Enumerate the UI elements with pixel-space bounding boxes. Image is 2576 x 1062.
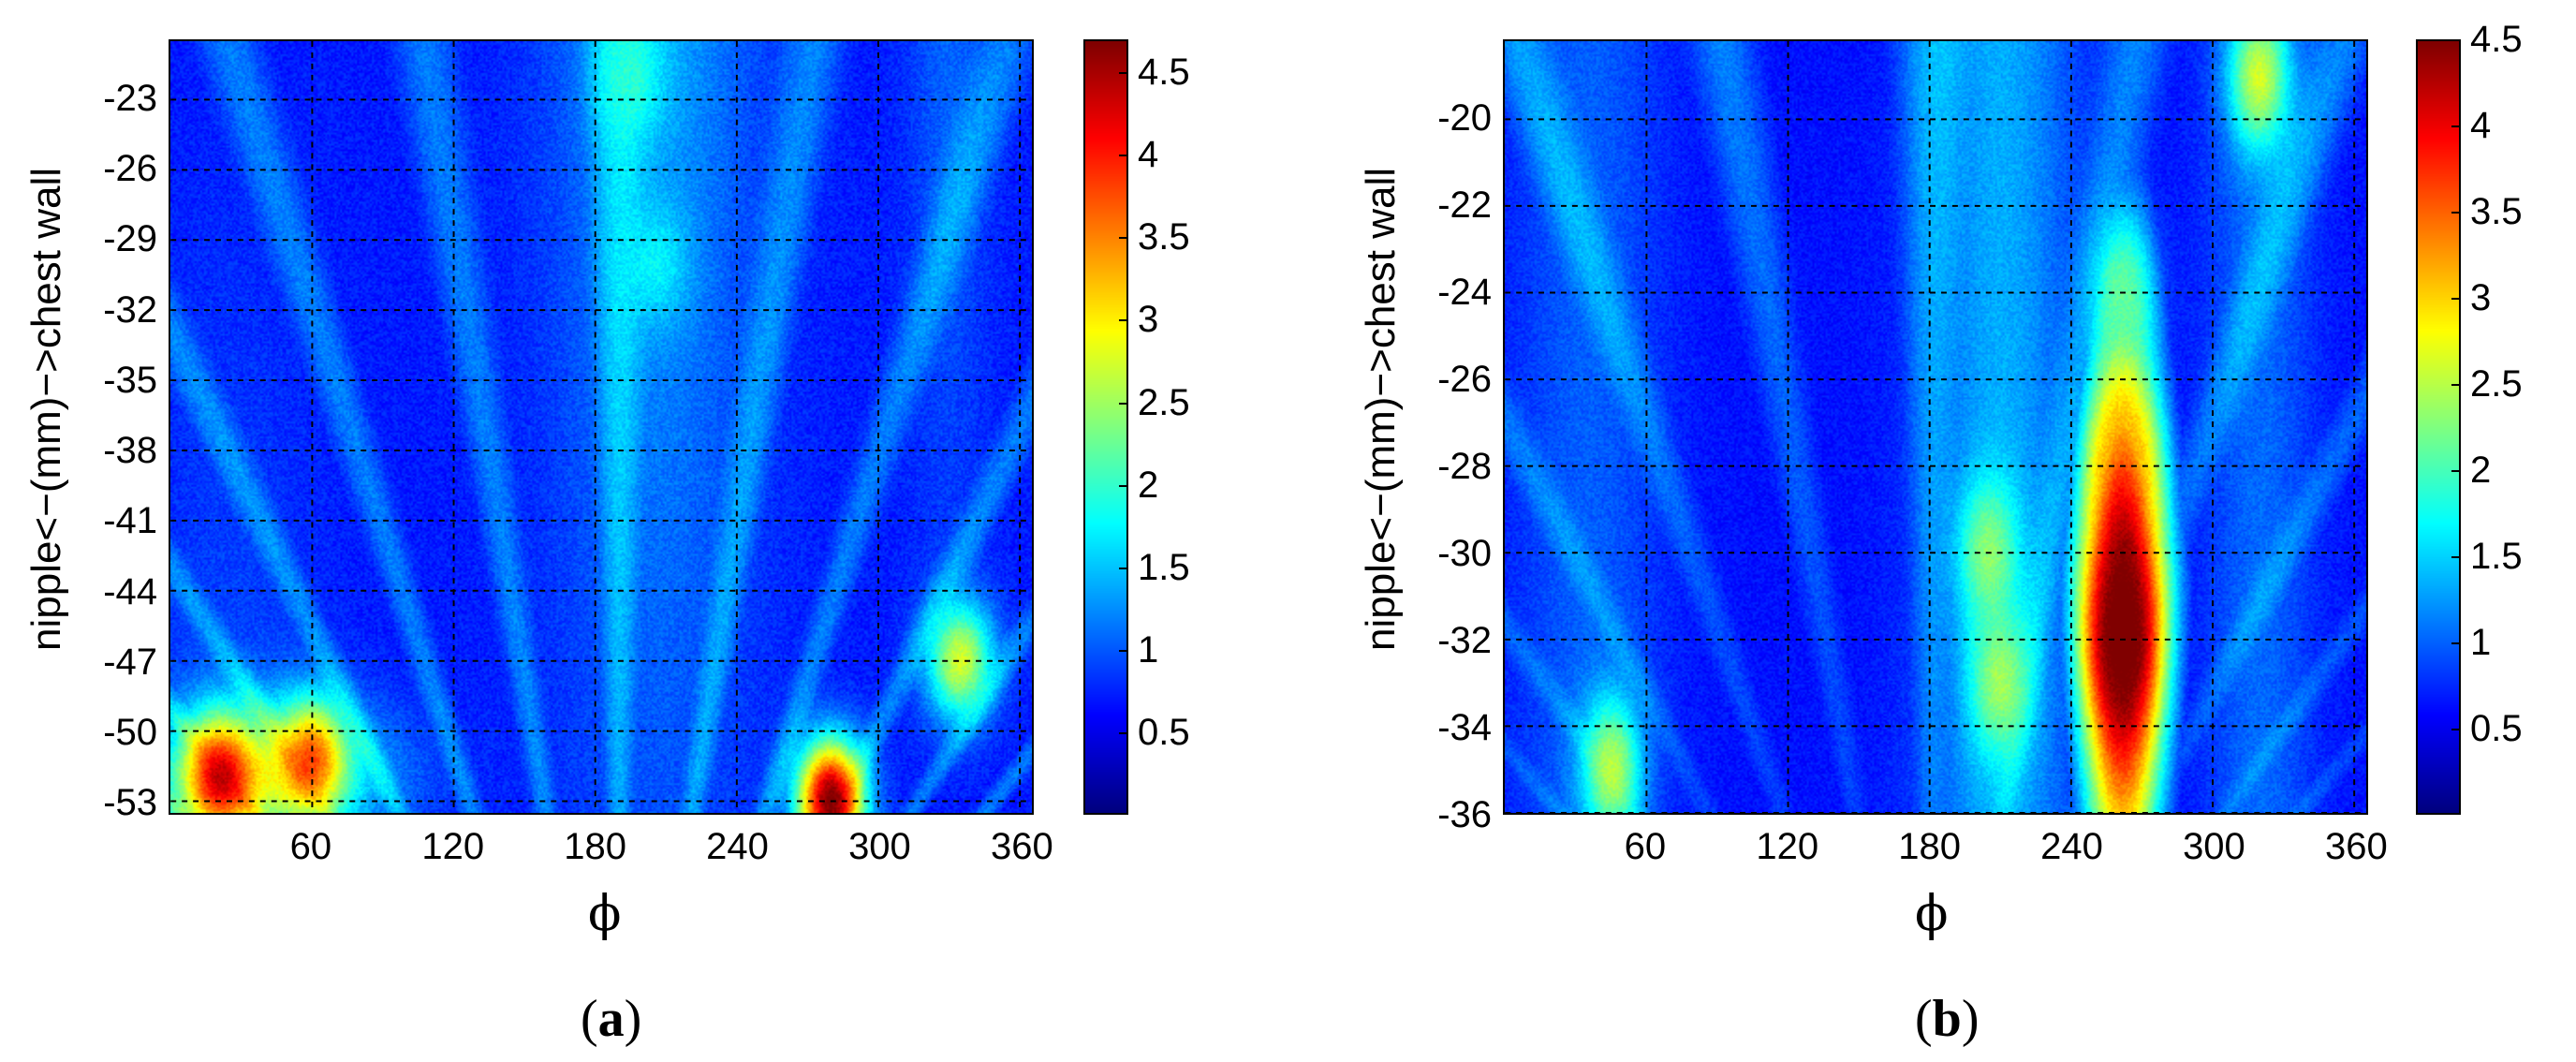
colorbar-tick-mark bbox=[1119, 568, 1126, 569]
y-axis-label-b: nipple<−(mm)−>chest wall bbox=[1361, 201, 1402, 651]
colorbar-tick-label: 4.5 bbox=[2470, 21, 2523, 58]
colorbar-tick-mark bbox=[2451, 39, 2459, 41]
colorbar-tick-mark bbox=[2451, 642, 2459, 644]
y-tick-label: -32 bbox=[75, 291, 157, 329]
colorbar-tick-label: 1 bbox=[1138, 631, 1158, 669]
colorbar-tick-mark bbox=[1119, 732, 1126, 734]
x-tick-label: 360 bbox=[2322, 828, 2390, 865]
y-tick-label: -28 bbox=[1409, 448, 1492, 485]
colorbar-tick-label: 1 bbox=[2470, 624, 2491, 661]
x-tick-label: 120 bbox=[420, 828, 487, 865]
y-tick-label: -38 bbox=[75, 432, 157, 469]
grid-lines-a bbox=[170, 41, 1032, 813]
colorbar-tick-label: 2.5 bbox=[1138, 384, 1190, 421]
colorbar-tick-mark bbox=[2451, 556, 2459, 558]
y-tick-label: -53 bbox=[75, 784, 157, 821]
y-tick-label: -29 bbox=[75, 220, 157, 258]
y-tick-label: -23 bbox=[75, 80, 157, 117]
y-tick-label: -35 bbox=[75, 361, 157, 399]
x-tick-label: 60 bbox=[277, 828, 345, 865]
y-tick-label: -20 bbox=[1409, 99, 1492, 137]
colorbar-tick-mark bbox=[2451, 729, 2459, 730]
colorbar-tick-mark bbox=[1119, 72, 1126, 74]
x-tick-label: 240 bbox=[704, 828, 772, 865]
y-tick-label: -26 bbox=[75, 150, 157, 187]
colorbar-tick-mark bbox=[1119, 319, 1126, 321]
x-axis-label-b: ϕ bbox=[1915, 890, 1948, 938]
x-tick-label: 360 bbox=[988, 828, 1055, 865]
x-tick-label: 60 bbox=[1612, 828, 1679, 865]
colorbar-tick-mark bbox=[2451, 470, 2459, 472]
colorbar-tick-label: 4.5 bbox=[1138, 53, 1190, 91]
colorbar-tick-mark bbox=[1119, 403, 1126, 405]
colorbar-tick-label: 4 bbox=[1138, 136, 1158, 173]
colorbar-tick-mark bbox=[2451, 212, 2459, 214]
colorbar-tick-label: 3 bbox=[1138, 301, 1158, 338]
colorbar-tick-mark bbox=[1119, 485, 1126, 487]
y-tick-label: -34 bbox=[1409, 709, 1492, 746]
heatmap-plot-b bbox=[1503, 39, 2368, 815]
x-tick-label: 300 bbox=[846, 828, 913, 865]
x-tick-label: 240 bbox=[2039, 828, 2106, 865]
colorbar-tick-mark bbox=[1119, 237, 1126, 239]
y-tick-label: -41 bbox=[75, 502, 157, 539]
colorbar-tick-mark bbox=[1119, 650, 1126, 652]
y-tick-label: -50 bbox=[75, 714, 157, 751]
y-tick-label: -30 bbox=[1409, 535, 1492, 572]
colorbar-b bbox=[2416, 39, 2461, 815]
y-tick-label: -36 bbox=[1409, 796, 1492, 833]
colorbar-tick-mark bbox=[2451, 384, 2459, 386]
y-tick-label: -44 bbox=[75, 573, 157, 611]
caption-a: (a) bbox=[581, 993, 641, 1045]
y-tick-label: -24 bbox=[1409, 273, 1492, 311]
colorbar-tick-label: 1.5 bbox=[2470, 538, 2523, 575]
y-axis-label-a: nipple<−(mm)−>chest wall bbox=[26, 201, 67, 651]
colorbar-tick-label: 3 bbox=[2470, 279, 2491, 317]
colorbar-tick-mark bbox=[2451, 125, 2459, 127]
y-tick-label: -22 bbox=[1409, 186, 1492, 224]
colorbar-tick-label: 3.5 bbox=[1138, 218, 1190, 256]
y-tick-label: -47 bbox=[75, 643, 157, 681]
colorbar-tick-mark bbox=[2451, 298, 2459, 300]
colorbar-tick-label: 0.5 bbox=[1138, 714, 1190, 751]
colorbar-tick-label: 2.5 bbox=[2470, 365, 2523, 403]
colorbar-tick-label: 4 bbox=[2470, 107, 2491, 144]
colorbar-tick-label: 3.5 bbox=[2470, 193, 2523, 230]
colorbar-tick-label: 2 bbox=[2470, 451, 2491, 489]
x-tick-label: 180 bbox=[1896, 828, 1964, 865]
y-tick-label: -26 bbox=[1409, 361, 1492, 398]
y-tick-label: -32 bbox=[1409, 622, 1492, 659]
caption-b: (b) bbox=[1915, 993, 1979, 1045]
x-tick-label: 120 bbox=[1754, 828, 1821, 865]
colorbar-tick-mark bbox=[1119, 155, 1126, 156]
grid-lines-b bbox=[1505, 41, 2366, 813]
colorbar-tick-label: 1.5 bbox=[1138, 549, 1190, 586]
x-axis-label-a: ϕ bbox=[588, 890, 621, 938]
x-tick-label: 180 bbox=[562, 828, 629, 865]
heatmap-plot-a bbox=[169, 39, 1034, 815]
colorbar-tick-label: 0.5 bbox=[2470, 710, 2523, 747]
x-tick-label: 300 bbox=[2180, 828, 2247, 865]
colorbar-tick-label: 2 bbox=[1138, 466, 1158, 504]
